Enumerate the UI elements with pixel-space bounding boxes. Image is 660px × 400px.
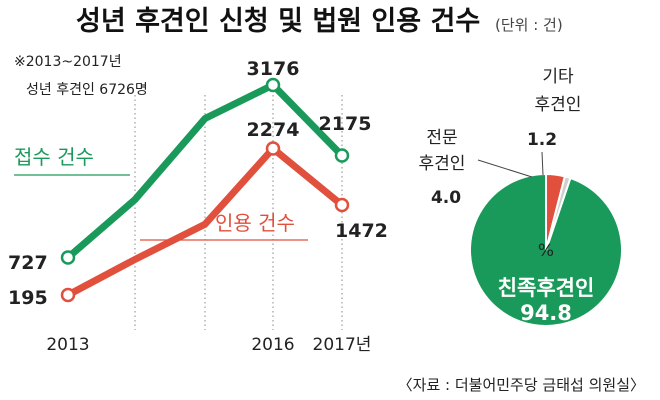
series-label-applications: 접수 건수	[14, 145, 94, 169]
point-marker	[265, 77, 281, 93]
note-period: ※2013~2017년	[14, 54, 122, 70]
pie-slice-label: 후견인	[419, 154, 466, 174]
series-label-approvals: 인용 건수	[215, 211, 295, 235]
line-chart-grid	[134, 95, 343, 330]
data-label: 1472	[335, 220, 388, 242]
pie-slice-value: 1.2	[527, 130, 557, 150]
pie-slice-label: 후견인	[535, 95, 582, 115]
pie-slice-label: 전문	[426, 128, 457, 148]
pie-slice	[545, 175, 572, 251]
data-label: 2175	[319, 113, 372, 135]
x-tick-label: 2017년	[313, 335, 372, 355]
data-label: 3176	[247, 58, 300, 80]
point-marker	[334, 197, 350, 213]
pie-slice-label: 친족후견인	[498, 276, 595, 300]
chart-title: 성년 후견인 신청 및 법원 인용 건수	[76, 6, 480, 37]
pie-slice-value: 94.8	[520, 301, 572, 325]
x-axis-ticks: 2013 2016 2017년	[46, 335, 371, 355]
point-marker	[60, 287, 76, 303]
point-marker	[334, 148, 350, 163]
x-tick-label: 2013	[46, 335, 89, 355]
unit-label: (단위 : 건)	[495, 16, 563, 34]
series-line-approvals	[64, 145, 346, 299]
line-chart-marks	[60, 77, 350, 303]
line-chart-series	[64, 81, 346, 299]
pie-slice-label: 기타	[542, 67, 574, 87]
data-label: 2274	[247, 119, 300, 141]
pie-leader-line	[541, 151, 544, 176]
source-note: 〈자료 : 더불어민주당 금태섭 의원실〉	[398, 376, 645, 394]
data-label: 195	[8, 287, 48, 309]
x-tick-label: 2016	[251, 335, 294, 355]
pie-leader-line	[477, 159, 533, 178]
series-line-applications	[64, 81, 346, 262]
pie-slice-value: 4.0	[431, 188, 461, 208]
point-marker	[60, 250, 76, 265]
point-marker	[265, 141, 281, 156]
note-total: 성년 후견인 6726명	[26, 82, 148, 98]
pie-center-label: %	[538, 241, 554, 261]
data-label: 727	[8, 252, 48, 274]
